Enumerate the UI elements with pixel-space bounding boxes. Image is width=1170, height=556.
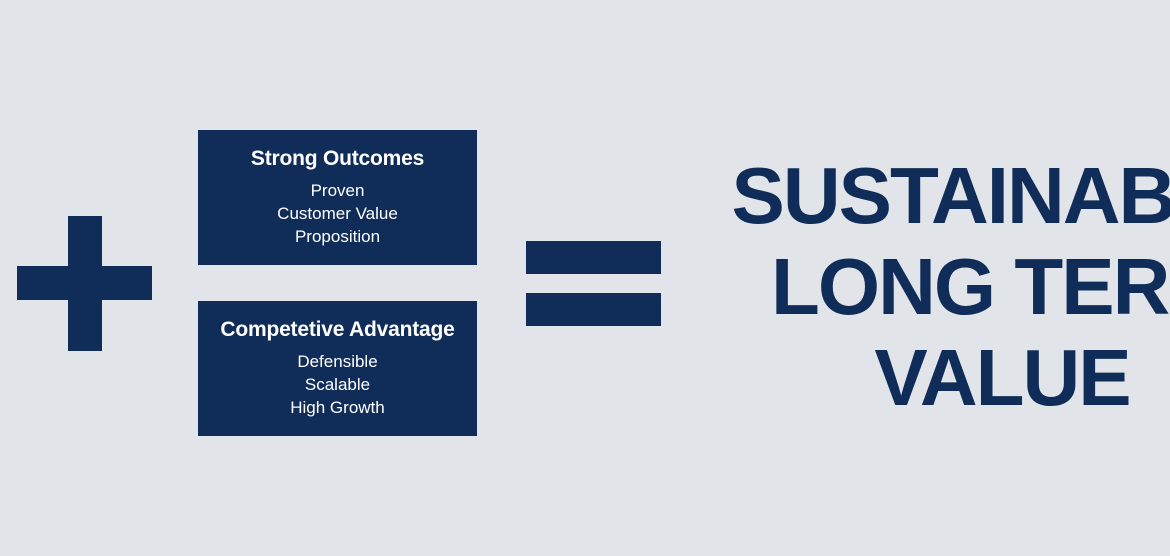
plus-symbol-vertical-bar [68, 216, 102, 351]
card-line: Scalable [304, 375, 371, 394]
card-line: Defensible [297, 352, 378, 371]
result-line: LONG TERM [771, 242, 1170, 331]
card-line: Proven [310, 181, 365, 200]
card-line: High Growth [290, 398, 385, 417]
result-text: SUSTAINABLE LONG TERM VALUE [722, 150, 1170, 423]
equals-symbol-top-bar [526, 241, 661, 274]
result-line: VALUE [874, 333, 1131, 422]
card-lines: Proven Customer Value Proposition [198, 179, 477, 248]
card-title: Strong Outcomes [250, 147, 425, 170]
result-line: SUSTAINABLE [731, 151, 1170, 240]
card-competitive-advantage: Competetive Advantage Defensible Scalabl… [198, 301, 477, 436]
card-title: Competetive Advantage [220, 318, 455, 341]
card-strong-outcomes: Strong Outcomes Proven Customer Value Pr… [198, 130, 477, 265]
equals-symbol-bottom-bar [526, 293, 661, 326]
card-line: Customer Value [277, 204, 398, 223]
card-line: Proposition [294, 227, 381, 246]
card-lines: Defensible Scalable High Growth [198, 350, 477, 419]
